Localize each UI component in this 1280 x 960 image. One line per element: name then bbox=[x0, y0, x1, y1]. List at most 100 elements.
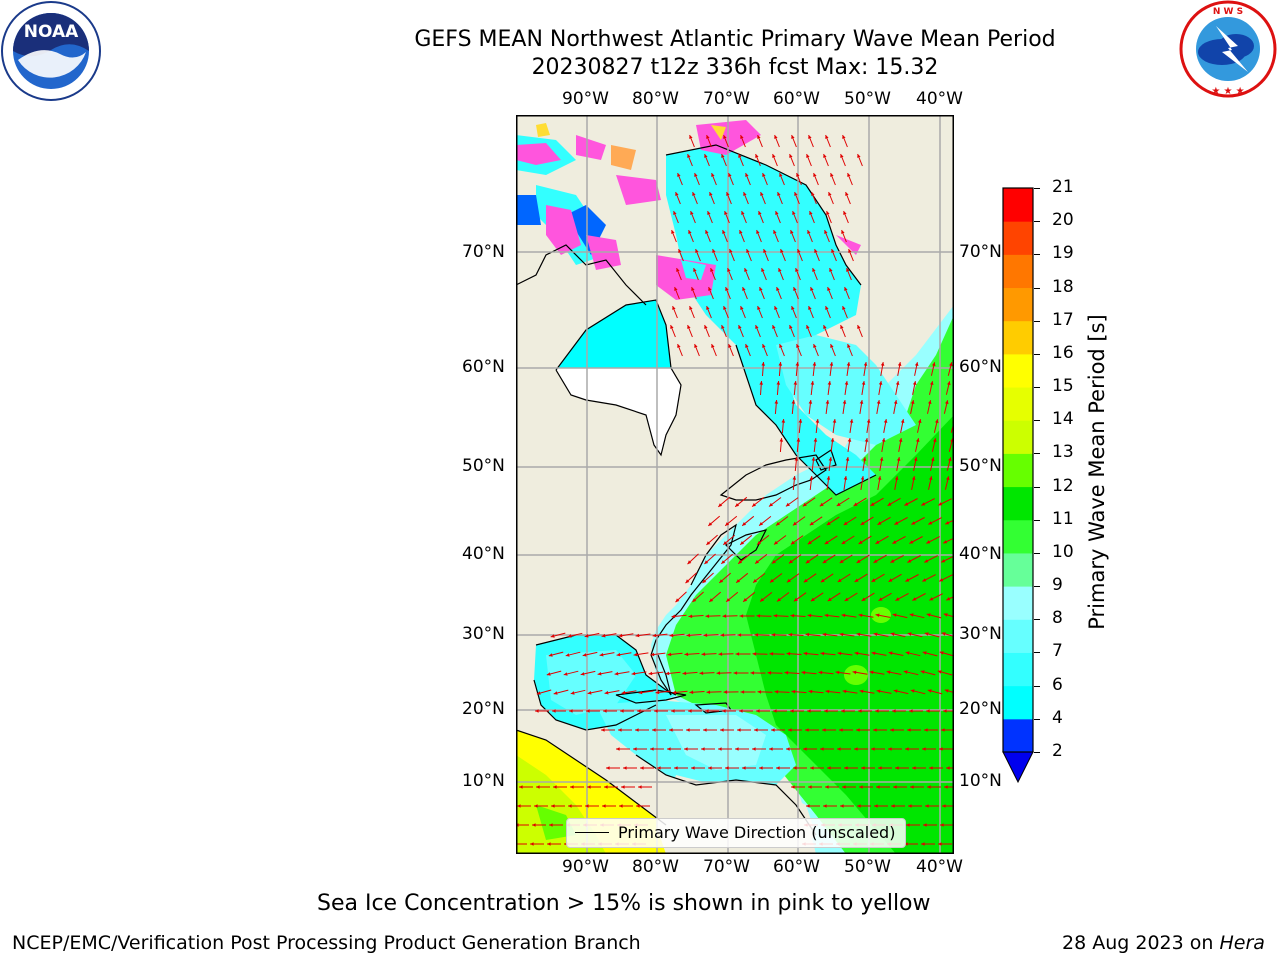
wave-arrow-head bbox=[926, 613, 931, 617]
wave-arrow-head bbox=[784, 670, 789, 675]
wave-arrow-head bbox=[888, 747, 892, 751]
wave-arrow-head bbox=[776, 381, 781, 385]
colorbar-tick-mark bbox=[1034, 519, 1040, 521]
colorbar-tick-label: 18 bbox=[1052, 276, 1074, 297]
wave-arrow-head bbox=[806, 154, 810, 158]
wave-arrow-head bbox=[905, 747, 909, 751]
wave-arrow-head bbox=[879, 457, 884, 461]
wave-arrow-head bbox=[727, 268, 731, 272]
wave-arrow-head bbox=[939, 651, 944, 655]
wave-arrow-head bbox=[567, 634, 572, 638]
wave-arrow-head bbox=[856, 632, 861, 637]
wave-arrow-head bbox=[772, 325, 776, 329]
wave-arrow-head bbox=[633, 652, 638, 657]
wave-arrow-head bbox=[745, 173, 749, 177]
wave-arrow-head bbox=[839, 559, 844, 563]
wave-arrow-head bbox=[665, 671, 670, 676]
wave-arrow-head bbox=[810, 597, 815, 602]
wave-arrow-head bbox=[932, 362, 936, 367]
wave-arrow-head bbox=[835, 670, 840, 675]
colorbar-bin bbox=[1003, 552, 1033, 587]
wave-arrow-head bbox=[759, 522, 763, 526]
wave-arrow-head bbox=[781, 419, 786, 423]
colorbar-tick-mark bbox=[1034, 221, 1040, 223]
wave-arrow-head bbox=[788, 559, 793, 564]
wave-arrow-head bbox=[931, 457, 935, 462]
wave-arrow-head bbox=[791, 400, 796, 404]
colorbar-tick-mark bbox=[1034, 652, 1040, 654]
wave-arrow-head bbox=[774, 690, 779, 694]
colorbar-bin bbox=[1003, 420, 1033, 454]
wave-arrow-head bbox=[723, 306, 727, 310]
wave-arrow-head bbox=[682, 671, 687, 676]
wave-arrow-head bbox=[820, 578, 825, 583]
wave-arrow-head bbox=[947, 381, 951, 386]
lon-label-top: 50°W bbox=[844, 89, 891, 109]
wave-arrow-head bbox=[858, 613, 863, 618]
wave-arrow-head bbox=[774, 306, 778, 310]
wave-arrow-head bbox=[827, 381, 832, 385]
wave-arrow-head bbox=[873, 559, 878, 563]
wave-arrow-head bbox=[690, 211, 694, 215]
wave-arrow-head bbox=[827, 766, 831, 770]
wave-arrow-head bbox=[845, 457, 850, 461]
wave-arrow-head bbox=[907, 632, 912, 636]
wave-arrow-head bbox=[819, 502, 824, 507]
wave-arrow-head bbox=[740, 690, 745, 694]
lat-label-right: 30°N bbox=[959, 624, 1002, 644]
wave-arrow-head bbox=[894, 476, 899, 480]
chart-title: GEFS MEAN Northwest Atlantic Primary Wav… bbox=[414, 27, 1056, 52]
wave-arrow-head bbox=[941, 559, 946, 563]
wave-arrow-head bbox=[912, 597, 917, 601]
wave-arrow-head bbox=[797, 249, 801, 253]
wave-arrow-head bbox=[621, 785, 625, 789]
wave-arrow-head bbox=[770, 578, 774, 583]
wave-arrow-head bbox=[755, 154, 759, 158]
wave-arrow-head bbox=[924, 632, 929, 636]
wave-arrow-head bbox=[894, 521, 899, 525]
wave-arrow-head bbox=[638, 690, 643, 695]
wave-arrow-head bbox=[860, 521, 865, 525]
wave-arrow-head bbox=[761, 362, 765, 366]
wave-arrow-head bbox=[740, 135, 744, 139]
wave-arrow-head bbox=[943, 613, 948, 617]
wave-arrow-head bbox=[841, 540, 846, 544]
wave-arrow-head bbox=[759, 381, 763, 385]
lon-label-bottom: 90°W bbox=[562, 857, 609, 877]
colorbar-bin bbox=[1003, 619, 1033, 653]
wave-arrow-head bbox=[842, 400, 847, 404]
colorbar-tick-label: 12 bbox=[1052, 475, 1074, 496]
wave-arrow-head bbox=[826, 211, 830, 215]
wave-arrow-head bbox=[909, 613, 914, 617]
wave-arrow-head bbox=[772, 154, 776, 158]
wave-arrow-head bbox=[621, 690, 626, 695]
colorbar-tick-label: 11 bbox=[1052, 508, 1074, 529]
wave-arrow-head bbox=[616, 747, 620, 751]
lon-label-top: 60°W bbox=[773, 89, 820, 109]
wave-arrow-head bbox=[845, 192, 849, 196]
wave-arrow-head bbox=[692, 598, 697, 602]
wave-arrow-head bbox=[921, 842, 925, 846]
wave-arrow-head bbox=[672, 690, 677, 695]
wave-arrow-head bbox=[895, 597, 900, 601]
wave-arrow-head bbox=[813, 438, 818, 442]
wave-arrow-head bbox=[842, 306, 846, 310]
wave-arrow-head bbox=[742, 522, 747, 526]
wave-arrow-head bbox=[857, 325, 861, 329]
wave-arrow-head bbox=[552, 709, 556, 713]
wave-arrow-head bbox=[871, 651, 876, 656]
wave-arrow-head bbox=[742, 766, 746, 770]
wave-arrow-head bbox=[881, 438, 886, 442]
colorbar-tick-label: 6 bbox=[1052, 674, 1063, 695]
wave-arrow-head bbox=[928, 400, 932, 404]
wave-arrow-head bbox=[841, 613, 846, 618]
wave-arrow-head bbox=[911, 521, 916, 525]
wave-arrow-head bbox=[837, 578, 842, 582]
wave-arrow-head bbox=[832, 419, 837, 423]
wave-period-map bbox=[516, 115, 954, 854]
wave-arrow-head bbox=[938, 842, 942, 846]
wave-arrow-head bbox=[778, 268, 782, 272]
wave-arrow-head bbox=[813, 344, 817, 348]
wave-arrow-head bbox=[892, 613, 897, 617]
wave-arrow-head bbox=[623, 766, 627, 770]
